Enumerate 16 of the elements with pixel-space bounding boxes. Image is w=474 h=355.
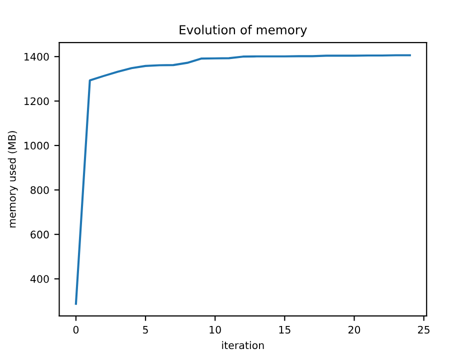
chart-title: Evolution of memory [180,24,307,37]
y-tick-label: 600 [30,230,49,238]
x-tick-label: 0 [73,326,79,334]
x-axis-title: iteration [222,341,264,350]
y-tick-label: 1400 [24,52,49,61]
y-tick-label: 800 [30,186,49,194]
x-tick-label: 25 [418,326,430,334]
y-tick-label: 1200 [24,97,49,106]
x-tick-label: 5 [143,326,148,334]
x-tick-label: 15 [279,326,290,334]
y-tick-label: 400 [30,275,49,283]
x-tick-label: 10 [210,326,221,334]
y-tick-label: 1000 [24,142,49,150]
line-series [74,54,411,305]
y-axis-title: memory used (MB) [8,131,18,228]
x-tick-label: 20 [348,326,360,334]
